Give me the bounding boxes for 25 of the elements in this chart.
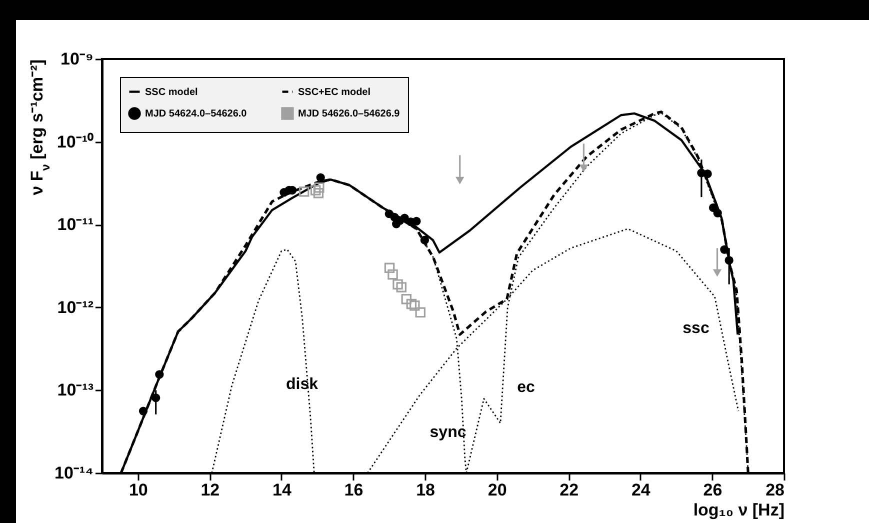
y-tick-label: 10⁻¹⁰ (56, 132, 94, 152)
annotation: ssc (682, 320, 710, 337)
annotation: sync (430, 424, 466, 441)
x-tick-label: 26 (703, 480, 722, 500)
x-tick-label: 20 (488, 480, 507, 500)
annotation: ec (517, 379, 535, 396)
x-tick-label: 22 (560, 480, 579, 500)
legend-label: MJD 54624.0–54626.0 (145, 108, 248, 120)
y-tick-label: 10⁻⁹ (60, 50, 94, 68)
x-tick-label: 28 (766, 480, 784, 500)
y-tick-label: 10⁻¹⁴ (54, 464, 94, 482)
x-tick-label: 16 (344, 480, 364, 500)
x-tick-label: 14 (272, 480, 292, 500)
y-tick-label: 10⁻¹¹ (57, 215, 94, 234)
legend-label: MJD 54626.0–54626.9 (298, 108, 400, 120)
y-tick-label: 10⁻¹³ (57, 380, 94, 400)
annotation: disk (286, 376, 318, 393)
legend-label: SSC+EC model (298, 86, 371, 98)
x-axis-title: log₁₀ ν [Hz] (693, 500, 784, 520)
y-tick-label: 10⁻¹² (57, 298, 94, 317)
x-tick-label: 18 (416, 480, 436, 500)
legend-label: SSC model (145, 86, 198, 98)
x-tick-label: 10 (128, 480, 148, 500)
x-tick-label: 24 (631, 480, 651, 500)
x-tick-label: 12 (200, 480, 220, 500)
